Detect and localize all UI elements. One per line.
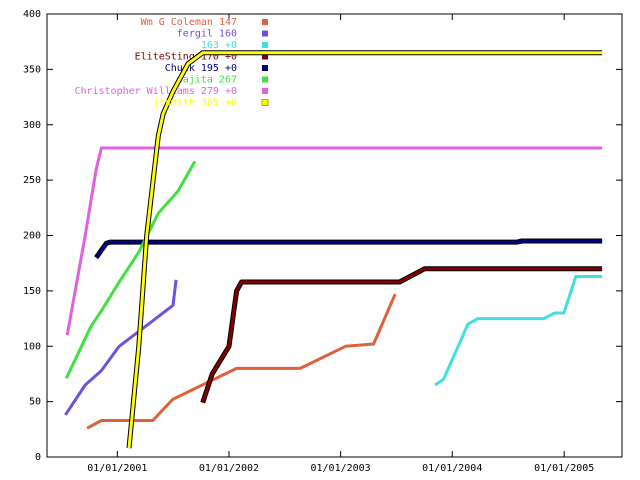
legend-label: EliteSting 170 +0 bbox=[135, 52, 237, 63]
legend-label: 163 +0 bbox=[201, 40, 237, 51]
legend-swatch bbox=[262, 76, 268, 83]
x-tick-label: 01/01/2004 bbox=[422, 463, 482, 474]
y-tick-label: 100 bbox=[23, 341, 41, 352]
series-line bbox=[434, 275, 603, 387]
legend-swatch bbox=[262, 19, 268, 25]
legend-swatch bbox=[261, 99, 269, 106]
legend-label: pajita 267 bbox=[177, 75, 237, 86]
legend-swatch bbox=[262, 30, 268, 37]
y-tick-label: 350 bbox=[23, 64, 41, 75]
x-tick-label: 01/01/2001 bbox=[87, 463, 147, 474]
legend-label: Wm G Coleman 147 bbox=[141, 17, 237, 28]
series-line bbox=[86, 293, 397, 430]
legend-swatch bbox=[262, 53, 268, 60]
legend-label: Christopher Williams 279 +0 bbox=[74, 86, 237, 97]
legend-swatch bbox=[262, 65, 268, 71]
y-tick-label: 200 bbox=[23, 231, 41, 242]
y-tick-label: 300 bbox=[23, 120, 41, 131]
x-tick-label: 01/01/2005 bbox=[534, 463, 594, 474]
y-tick-label: 150 bbox=[23, 286, 41, 297]
y-tick-label: 400 bbox=[23, 9, 41, 20]
x-tick-label: 01/01/2002 bbox=[199, 463, 259, 474]
series-line bbox=[65, 146, 603, 336]
y-tick-label: 50 bbox=[29, 397, 41, 408]
legend-swatch bbox=[262, 42, 268, 48]
series-outline bbox=[200, 266, 603, 404]
series-line bbox=[64, 279, 178, 416]
y-tick-label: 0 bbox=[35, 452, 41, 463]
legend-label: Chuck 195 +0 bbox=[165, 63, 237, 74]
series-line bbox=[64, 160, 197, 380]
legend-swatch bbox=[262, 88, 268, 94]
series-line bbox=[94, 239, 603, 259]
legend-label: jtsmith 365 +0 bbox=[153, 98, 237, 109]
series-line bbox=[201, 267, 603, 404]
y-tick-label: 250 bbox=[23, 175, 41, 186]
legend-label: fergil 160 bbox=[177, 29, 237, 40]
series-line bbox=[127, 51, 603, 449]
series-outline bbox=[126, 50, 603, 449]
x-tick-label: 01/01/2003 bbox=[311, 463, 371, 474]
